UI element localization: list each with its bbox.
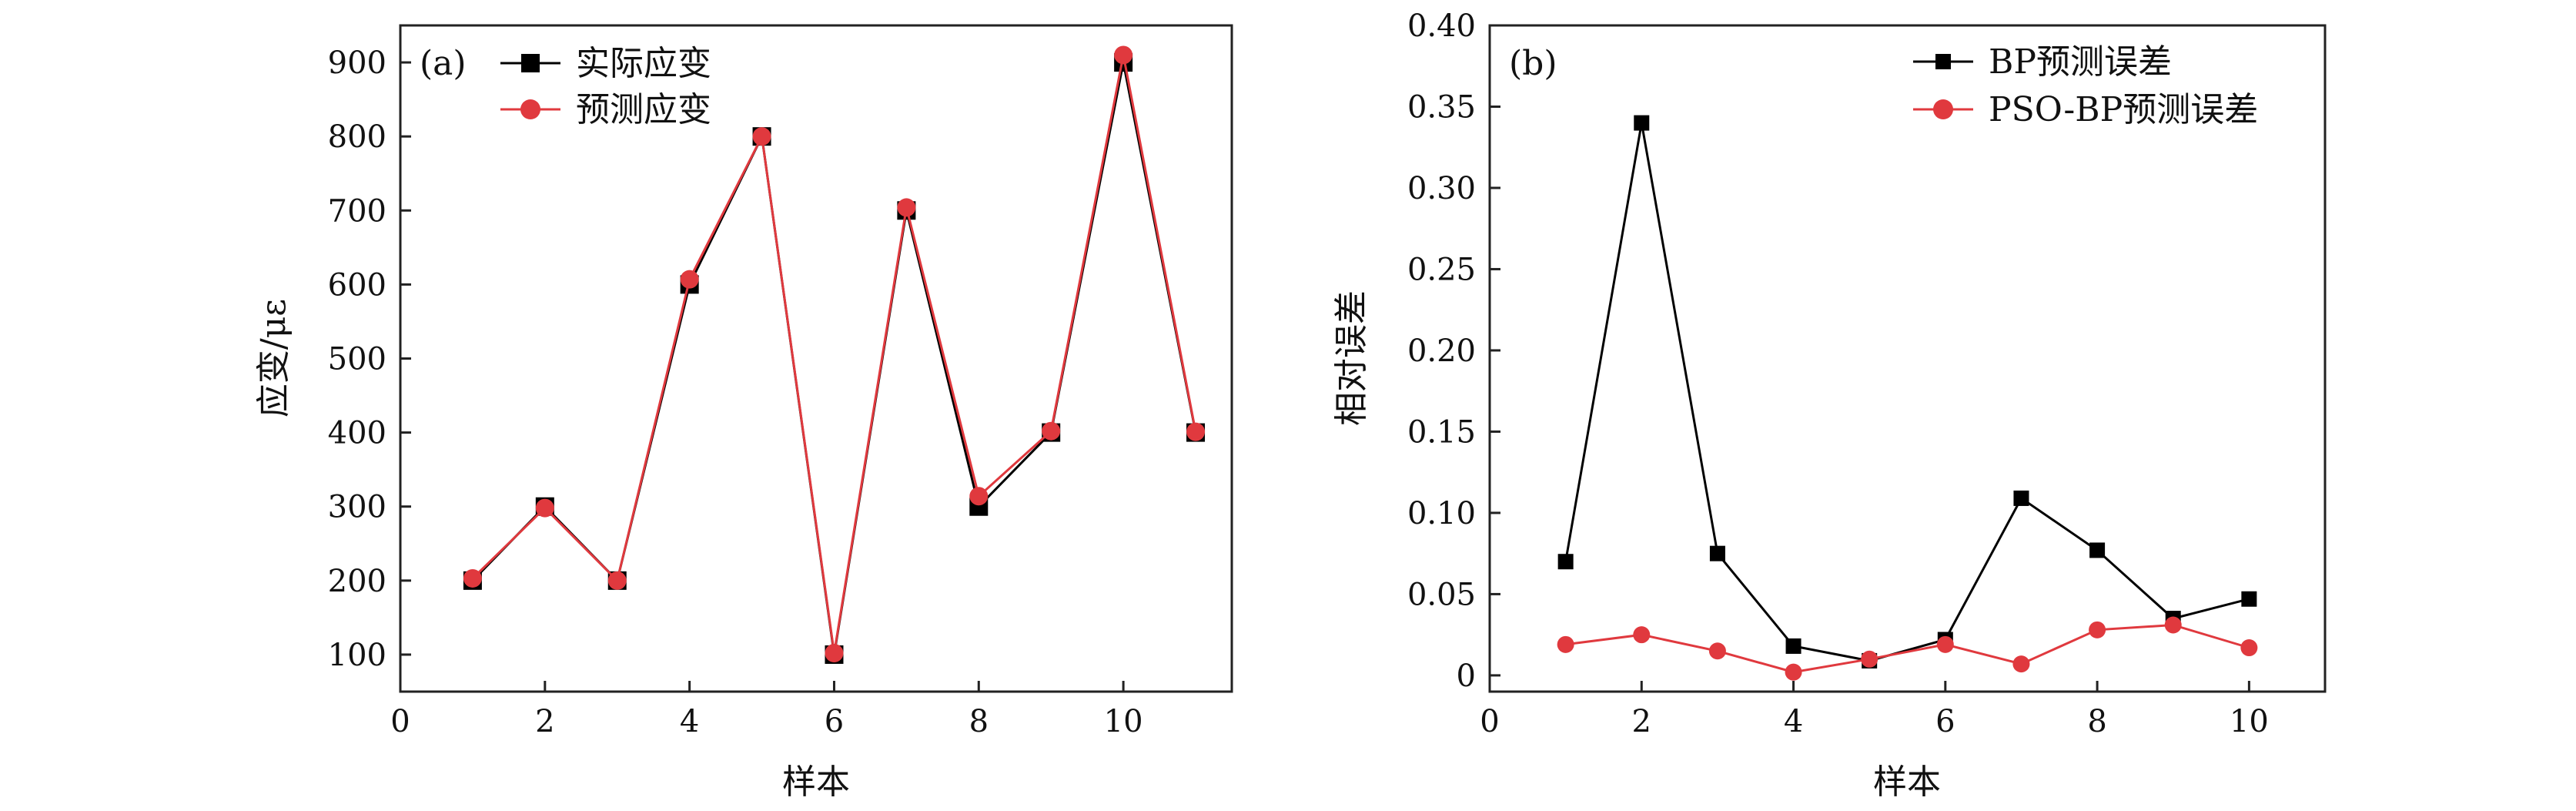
x-tick-label-a-0: 0 [390,704,410,739]
data-point-a-1-9 [1114,45,1133,65]
data-point-b-1-1 [1633,626,1651,644]
legend-a-marker-1 [520,99,540,119]
x-tick-label-a-3: 6 [825,704,844,739]
x-tick-label-b-3: 6 [1935,704,1955,739]
legend-a-marker-0 [521,54,540,72]
data-point-b-0-9 [2241,591,2257,607]
plot-frame-b [1488,24,2327,693]
legend-b-marker-0 [1935,54,1951,69]
legend-b-label-1: PSO-BP预测误差 [1989,90,2258,129]
x-tick-label-a-1: 2 [535,704,554,739]
y-tick-label-a-5: 600 [328,267,386,303]
y-tick-label-b-4: 0.20 [1407,333,1476,369]
y-tick-label-a-2: 300 [328,490,386,525]
data-point-a-1-6 [897,198,916,217]
y-tick-label-a-7: 800 [328,119,386,155]
x-axis-title-b: 样本 [1873,762,1941,802]
data-point-b-0-3 [1785,638,1802,654]
series-line-b-1 [1565,623,2250,674]
y-tick-label-a-3: 400 [328,416,386,451]
series-line-a-0 [471,62,1197,655]
data-point-b-1-8 [2164,616,2182,634]
legend-a-label-0: 实际应变 [576,44,711,83]
y-tick-label-b-3: 0.15 [1407,414,1476,450]
legend-b-marker-1 [1933,99,1953,119]
x-tick-label-a-5: 10 [1104,704,1143,739]
x-tick-label-b-4: 8 [2087,704,2106,739]
chart-panel-a: (a) 实际应变 预测应变 样本 应变/με 0 2 4 6 8 10 100 200 300 4… [254,24,1233,802]
y-tick-label-b-8: 0.40 [1407,8,1476,44]
y-tick-label-b-0: 0 [1457,659,1476,694]
panel-label-a: (a) [420,44,467,83]
data-point-b-1-0 [1557,635,1574,653]
y-axis-title-b: 相对误差 [1332,290,1371,426]
y-tick-label-a-0: 100 [328,638,386,673]
data-point-b-1-2 [1708,642,1726,660]
data-point-a-1-2 [607,571,627,590]
y-tick-label-a-8: 900 [328,45,386,81]
data-point-b-1-7 [2089,621,2106,638]
data-point-a-1-10 [1186,422,1206,441]
data-point-a-1-5 [825,644,844,663]
x-tick-label-b-1: 2 [1632,704,1651,739]
x-tick-label-b-0: 0 [1480,704,1499,739]
x-axis-title-a: 样本 [782,762,850,802]
data-point-a-1-8 [1042,421,1061,441]
data-point-b-1-4 [1861,650,1878,668]
panel-label-b: (b) [1509,44,1557,83]
y-tick-label-a-1: 200 [328,564,386,599]
x-tick-label-b-2: 4 [1784,704,1803,739]
data-point-b-0-0 [1557,554,1574,570]
data-point-b-1-6 [2012,655,2030,673]
y-tick-label-a-6: 700 [328,193,386,229]
x-tick-label-b-5: 10 [2230,704,2269,739]
legend-a: 实际应变 预测应变 [500,44,711,129]
y-tick-label-a-4: 500 [328,342,386,377]
series-line-a-1 [471,55,1197,654]
data-point-a-1-3 [680,270,699,289]
x-tick-label-a-4: 8 [969,704,989,739]
data-point-a-1-1 [535,498,554,518]
data-point-a-1-4 [752,127,771,146]
legend-a-label-1: 预测应变 [576,90,711,129]
y-tick-label-b-5: 0.25 [1407,252,1476,287]
plot-frame-a [399,24,1233,693]
y-tick-label-b-1: 0.05 [1407,577,1476,612]
data-point-b-0-2 [1709,545,1725,561]
y-axis-title-a: 应变/με [254,299,293,417]
data-point-a-1-0 [463,568,482,588]
x-tick-label-a-2: 4 [680,704,699,739]
data-point-a-1-7 [969,487,989,506]
y-tick-label-b-2: 0.10 [1407,496,1476,531]
data-point-b-0-6 [2013,490,2029,506]
legend-b: BP预测误差 PSO-BP预测误差 [1913,42,2258,129]
data-point-b-1-9 [2240,639,2258,657]
series-line-b-0 [1564,122,2250,662]
y-tick-label-b-6: 0.30 [1407,171,1476,206]
data-point-b-1-3 [1785,663,1802,681]
data-point-b-0-7 [2089,542,2106,558]
legend-b-label-0: BP预测误差 [1989,42,2172,82]
y-tick-label-b-7: 0.35 [1407,89,1476,125]
data-point-b-1-5 [1936,635,1954,653]
data-point-b-0-1 [1634,115,1650,131]
chart-panel-b: (b) BP预测误差 PSO-BP预测误差 样本 相对误差 0 2 4 6 8 10 0 0.… [1332,8,2327,802]
